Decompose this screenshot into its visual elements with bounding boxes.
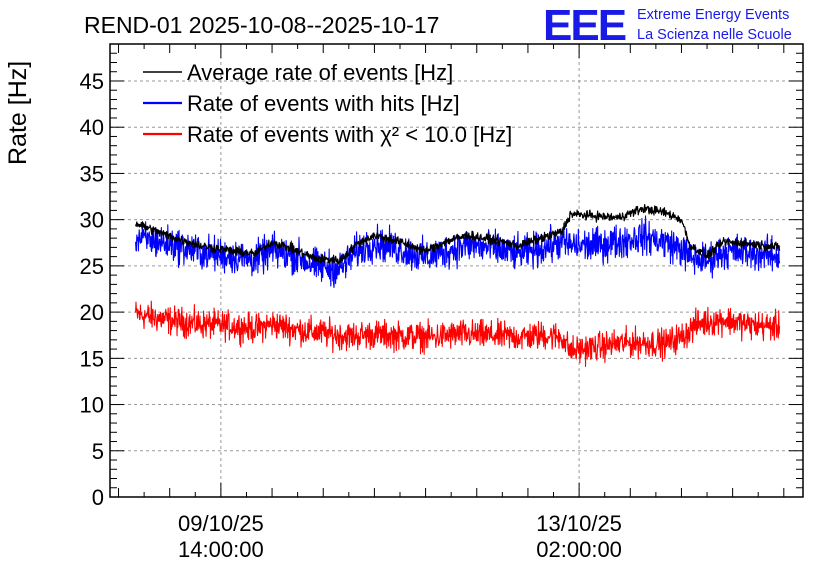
org-name-line1: Extreme Energy Events (637, 7, 789, 23)
legend-label-average: Average rate of events [Hz] (187, 60, 453, 85)
x-tick-label-time: 14:00:00 (178, 537, 264, 562)
y-tick-label: 35 (80, 161, 104, 186)
x-tick-label-date: 09/10/25 (178, 511, 264, 536)
y-tick-label: 25 (80, 254, 104, 279)
y-tick-label: 15 (80, 346, 104, 371)
eee-logo-text: EEE (543, 1, 626, 50)
y-tick-label: 40 (80, 115, 104, 140)
series-line-average-rate (135, 204, 781, 265)
y-tick-label: 30 (80, 208, 104, 233)
grid-lines (110, 44, 803, 497)
y-axis-label: Rate [Hz] (4, 61, 32, 165)
y-tick-label: 10 (80, 393, 104, 418)
y-tick-label: 0 (92, 485, 104, 510)
legend-label-chi2: Rate of events with χ² < 10.0 [Hz] (187, 122, 512, 147)
plot-frame (109, 43, 804, 498)
x-tick-label-time: 02:00:00 (536, 537, 622, 562)
series-layer (135, 204, 781, 368)
org-name-line2: La Scienza nelle Scuole (637, 27, 792, 43)
eee-logo: EEE Extreme Energy Events La Scienza nel… (543, 1, 792, 50)
y-tick-label: 5 (92, 439, 104, 464)
x-tick-label-date: 13/10/25 (536, 511, 622, 536)
y-tick-label: 20 (80, 300, 104, 325)
chart-title: REND-01 2025-10-08--2025-10-17 (84, 12, 439, 38)
y-tick-label: 45 (80, 69, 104, 94)
series-line-chi2-rate (135, 300, 781, 368)
legend: Average rate of events [Hz] Rate of even… (143, 60, 512, 147)
legend-label-hits: Rate of events with hits [Hz] (187, 91, 460, 116)
